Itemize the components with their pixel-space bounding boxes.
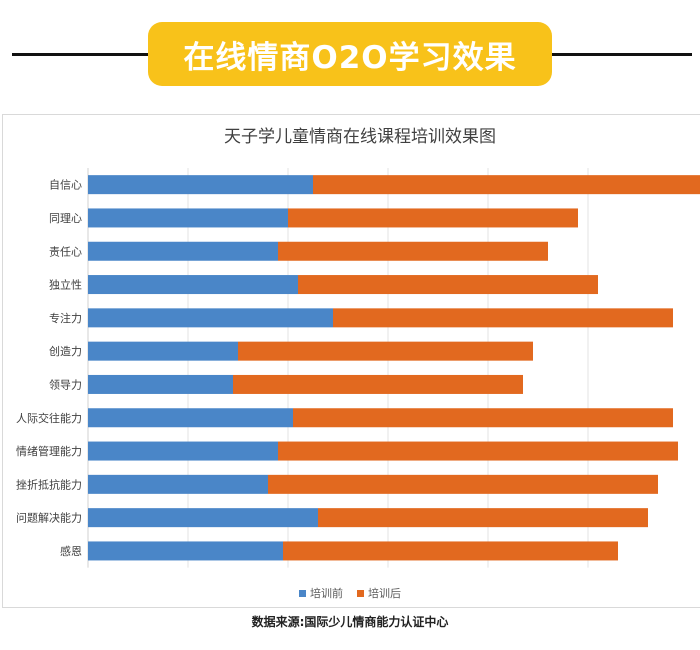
bar-after xyxy=(238,341,533,361)
bar-after xyxy=(333,308,673,328)
category-label: 情绪管理能力 xyxy=(16,444,82,458)
legend-label-before: 培训前 xyxy=(310,587,343,600)
header-line-left xyxy=(12,53,152,56)
category-label: 专注力 xyxy=(49,311,82,325)
bar-after xyxy=(278,441,678,461)
banner-title: 在线情商O2O学习效果 xyxy=(183,39,517,76)
bar-before xyxy=(88,275,298,295)
legend-item-after: 培训后 xyxy=(357,585,401,601)
chart-legend: 培训前 培训后 xyxy=(0,585,700,601)
legend-label-after: 培训后 xyxy=(368,587,401,600)
category-label: 问题解决能力 xyxy=(16,511,82,525)
category-label: 人际交往能力 xyxy=(16,411,82,425)
bar-after xyxy=(268,474,658,494)
category-label: 感恩 xyxy=(60,545,82,558)
legend-swatch-before xyxy=(299,589,306,597)
category-label: 自信心 xyxy=(49,179,82,192)
bar-before xyxy=(88,175,313,195)
header-line-right xyxy=(552,53,692,56)
category-label: 领导力 xyxy=(49,378,82,391)
bar-after xyxy=(293,408,673,428)
category-label: 同理心 xyxy=(49,212,82,225)
bar-before xyxy=(88,441,278,461)
bar-after xyxy=(318,508,648,528)
title-banner: 在线情商O2O学习效果 xyxy=(148,22,552,86)
bar-before xyxy=(88,341,238,361)
bar-after xyxy=(233,374,523,394)
bar-before xyxy=(88,241,278,261)
bar-before xyxy=(88,474,268,494)
bar-before xyxy=(88,208,288,228)
bar-after xyxy=(278,241,548,261)
category-label: 责任心 xyxy=(49,245,82,258)
bar-after xyxy=(298,275,598,295)
legend-item-before: 培训前 xyxy=(299,585,343,601)
bar-before xyxy=(88,508,318,528)
legend-swatch-after xyxy=(357,589,364,597)
bar-after xyxy=(313,175,700,195)
bar-before xyxy=(88,374,233,394)
bar-before xyxy=(88,408,293,428)
category-label: 挫折抵抗能力 xyxy=(16,477,82,491)
category-label: 独立性 xyxy=(49,278,82,292)
bar-before xyxy=(88,541,283,561)
category-label: 创造力 xyxy=(49,344,82,358)
bar-after xyxy=(283,541,618,561)
data-source: 数据来源:国际少儿情商能力认证中心 xyxy=(251,615,449,629)
chart-title: 天子学儿童情商在线课程培训效果图 xyxy=(224,127,496,147)
bar-before xyxy=(88,308,333,328)
bar-after xyxy=(288,208,578,228)
